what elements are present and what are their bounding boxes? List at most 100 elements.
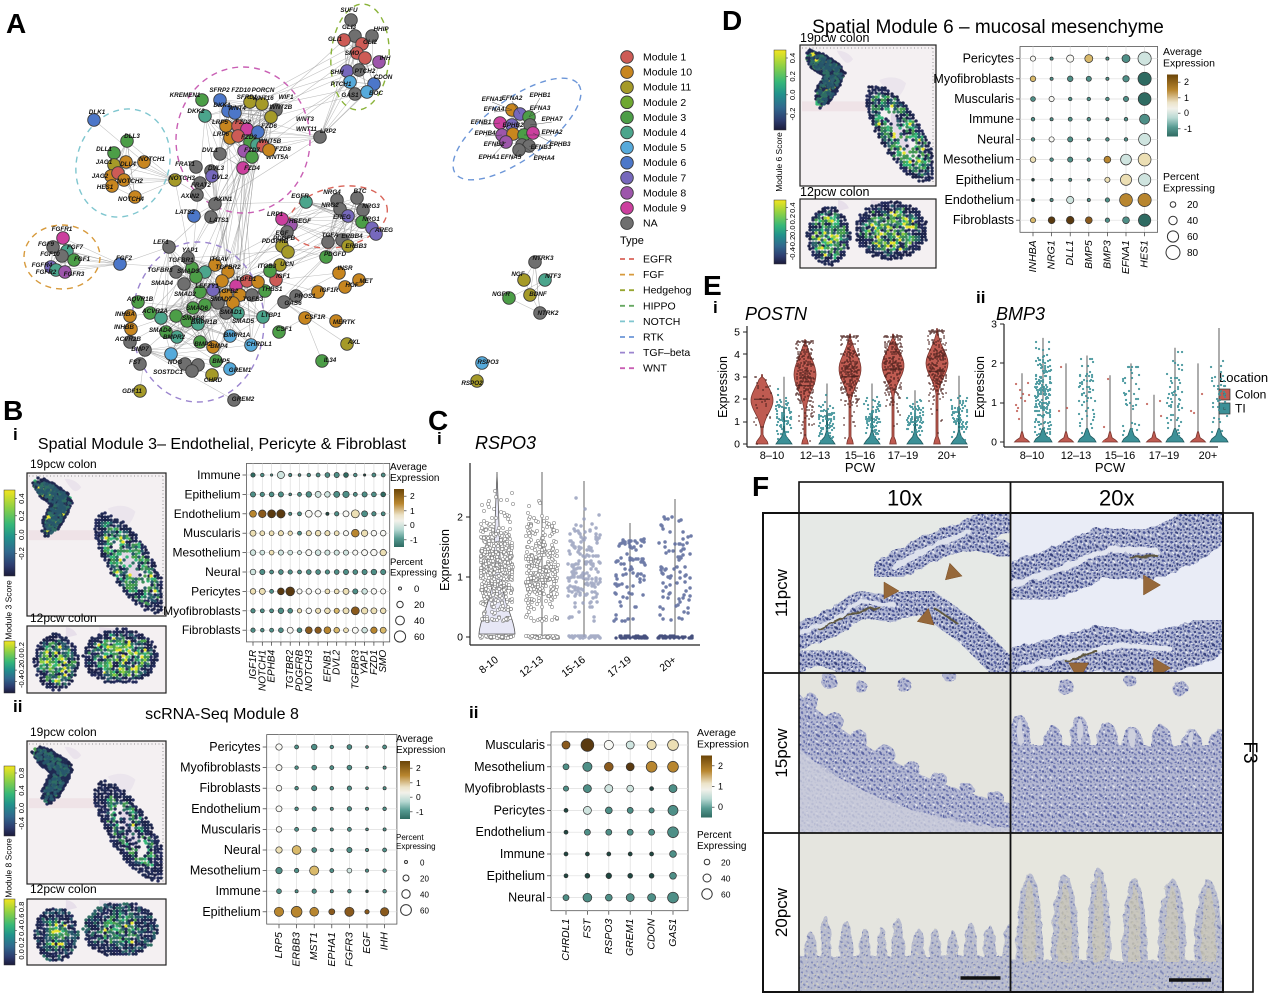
svg-text:RSPO2: RSPO2 [461, 380, 483, 387]
svg-text:AXL: AXL [347, 339, 361, 346]
svg-text:NOTCH4: NOTCH4 [118, 196, 144, 203]
svg-text:SFRP2 FZD10: SFRP2 FZD10 [209, 87, 251, 94]
svg-text:Endothelium: Endothelium [191, 802, 261, 816]
svg-text:0: 0 [410, 520, 415, 530]
svg-text:Muscularis: Muscularis [201, 822, 261, 836]
svg-text:DVL2: DVL2 [212, 174, 229, 181]
svg-text:FGFR4: FGFR4 [32, 262, 53, 269]
svg-text:80: 80 [1187, 248, 1199, 259]
svg-text:Immune: Immune [197, 468, 241, 482]
svg-text:40: 40 [414, 616, 425, 627]
svg-text:HES1: HES1 [97, 184, 114, 191]
svg-text:EGFR: EGFR [643, 254, 673, 266]
svg-text:Expression: Expression [1163, 58, 1215, 70]
svg-text:0.2: 0.2 [788, 214, 797, 224]
svg-text:TGF–beta: TGF–beta [643, 347, 690, 359]
svg-text:PROS1: PROS1 [294, 293, 316, 300]
svg-text:DVL2: DVL2 [332, 649, 343, 674]
svg-text:Mesothelium: Mesothelium [474, 760, 545, 774]
svg-text:-1: -1 [416, 807, 424, 817]
svg-text:Module 3: Module 3 [643, 112, 686, 124]
svg-text:0.0: 0.0 [17, 530, 26, 540]
svg-text:EPHB3: EPHB3 [550, 141, 571, 148]
svg-text:Module 8 Score: Module 8 Score [4, 838, 14, 898]
svg-text:Epithelium: Epithelium [202, 905, 260, 919]
svg-text:5: 5 [734, 327, 740, 339]
svg-text:-0.4: -0.4 [17, 817, 26, 830]
svg-text:TI: TI [1235, 402, 1246, 416]
svg-text:19pcw colon: 19pcw colon [30, 725, 97, 739]
svg-text:Average: Average [697, 727, 736, 739]
svg-text:Expression: Expression [973, 356, 987, 418]
svg-text:0.6: 0.6 [17, 914, 26, 924]
svg-text:TGFBR2: TGFBR2 [215, 264, 241, 271]
svg-text:WNT16: WNT16 [252, 95, 274, 102]
svg-text:Fibroblasts: Fibroblasts [953, 213, 1014, 227]
svg-text:12pcw colon: 12pcw colon [30, 882, 97, 896]
svg-text:LEFTY1: LEFTY1 [195, 283, 219, 290]
svg-text:EPHA7: EPHA7 [542, 116, 563, 123]
svg-text:NRG1: NRG1 [362, 216, 380, 223]
svg-text:0.4: 0.4 [17, 785, 26, 795]
svg-text:LRP5: LRP5 [273, 932, 285, 958]
svg-text:60: 60 [1187, 232, 1199, 243]
svg-text:MERTK: MERTK [333, 319, 356, 326]
svg-text:ITGB3: ITGB3 [258, 263, 277, 270]
svg-text:Module 7: Module 7 [643, 172, 686, 184]
svg-text:TGFB2: TGFB2 [218, 288, 239, 295]
svg-text:Epithelium: Epithelium [487, 869, 545, 883]
svg-text:WIF1: WIF1 [278, 94, 294, 101]
svg-text:0.0: 0.0 [788, 226, 797, 236]
svg-text:WNT11: WNT11 [296, 126, 317, 133]
svg-text:ii: ii [469, 703, 478, 722]
svg-text:Module 6: Module 6 [643, 157, 686, 169]
svg-text:Expression: Expression [697, 739, 749, 751]
svg-text:3: 3 [734, 371, 740, 383]
svg-text:BDNF: BDNF [529, 291, 547, 298]
svg-text:0.8: 0.8 [17, 902, 26, 912]
svg-text:GAS1: GAS1 [667, 919, 679, 947]
svg-text:IHH: IHH [379, 932, 391, 951]
svg-text:TGFBR1: TGFBR1 [168, 257, 194, 264]
svg-text:0: 0 [991, 437, 997, 449]
svg-text:Expressing: Expressing [697, 841, 746, 852]
svg-text:JAG1: JAG1 [96, 159, 113, 166]
svg-text:17–19: 17–19 [888, 450, 919, 462]
svg-text:FRAT1: FRAT1 [175, 161, 195, 168]
svg-text:0.2: 0.2 [17, 642, 26, 652]
svg-text:ACVR2A: ACVR2A [141, 308, 168, 315]
svg-text:11pcw: 11pcw [772, 568, 791, 617]
svg-text:SHH: SHH [330, 69, 344, 76]
svg-text:BTC: BTC [354, 188, 367, 195]
svg-text:Fibroblasts: Fibroblasts [200, 781, 261, 795]
svg-text:NGF: NGF [511, 271, 524, 278]
svg-text:Average: Average [390, 462, 428, 473]
svg-text:JAG2: JAG2 [92, 173, 109, 180]
svg-text:LTBP1: LTBP1 [261, 312, 281, 319]
svg-text:NOTCH1: NOTCH1 [139, 156, 165, 163]
svg-text:CSF1R: CSF1R [305, 314, 326, 321]
svg-text:0.2: 0.2 [17, 511, 26, 521]
svg-text:NOTCH2: NOTCH2 [117, 178, 143, 185]
svg-text:NOTCH3: NOTCH3 [169, 175, 195, 182]
svg-text:SMAD5: SMAD5 [232, 318, 255, 325]
svg-text:NTRK3: NTRK3 [533, 255, 554, 262]
svg-text:8–10: 8–10 [1020, 450, 1044, 462]
svg-text:POSTN: POSTN [745, 304, 808, 324]
svg-text:EPHB4: EPHB4 [267, 649, 278, 682]
svg-text:Mesothelium: Mesothelium [172, 546, 240, 560]
svg-text:FGFR3: FGFR3 [343, 932, 355, 967]
svg-text:0.4: 0.4 [17, 925, 26, 935]
svg-text:NOG: NOG [168, 359, 182, 366]
svg-text:0.4: 0.4 [17, 493, 26, 503]
svg-text:Percent: Percent [396, 833, 424, 842]
svg-text:FGF1: FGF1 [74, 256, 91, 263]
svg-text:SMO: SMO [345, 50, 359, 57]
svg-text:WNT5B: WNT5B [259, 138, 282, 145]
svg-text:DLL4: DLL4 [120, 161, 136, 168]
svg-text:Epithelium: Epithelium [956, 173, 1014, 187]
svg-text:Myofibroblasts: Myofibroblasts [464, 782, 545, 796]
svg-text:UCN: UCN [280, 261, 294, 268]
svg-text:Average: Average [396, 734, 434, 745]
svg-text:NOTCH: NOTCH [643, 316, 680, 328]
